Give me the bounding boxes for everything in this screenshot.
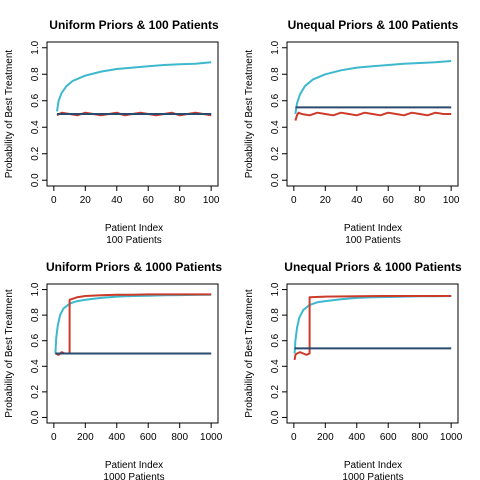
y-tick-label: 0.8	[30, 67, 41, 81]
y-tick-label: 0.4	[30, 120, 41, 134]
series-line-2	[55, 293, 212, 356]
chart-panel-1: Uniform Priors & 100 Patients 0 20 40 60 80 10…	[4, 18, 220, 246]
y-tick-label: 0.6	[270, 333, 281, 347]
y-tick-label: 1.0	[30, 40, 41, 54]
y-tick-label: 0.6	[30, 333, 41, 347]
y-axis-label: Probability of Best Treatment	[244, 289, 255, 418]
y-tick-label: 0.2	[270, 384, 281, 398]
series-line-1	[54, 293, 212, 354]
y-tick-label: 0.4	[30, 359, 41, 373]
y-tick-label: 1.0	[30, 282, 41, 296]
series-line-1	[293, 295, 452, 354]
x-tick-label: 80	[414, 195, 426, 206]
x-axis-sublabel: 100 Patients	[106, 235, 162, 246]
x-tick-label: 20	[80, 195, 92, 206]
y-tick-label: 0.0	[30, 410, 41, 424]
x-tick-label: 0	[51, 195, 57, 206]
plot-frame	[286, 41, 459, 187]
plot-frame	[286, 283, 459, 424]
x-tick-label: 400	[108, 432, 125, 443]
series-line-2	[293, 295, 452, 361]
x-tick-label: 100	[443, 195, 460, 206]
x-tick-label: 200	[77, 432, 94, 443]
x-tick-label: 0	[51, 432, 57, 443]
x-tick-label: 60	[383, 195, 395, 206]
x-tick-label: 40	[111, 195, 123, 206]
chart-panel-4: Unequal Priors & 1000 Patients 0 200 400 600…	[244, 260, 463, 480]
y-tick-label: 0.6	[270, 93, 281, 107]
y-tick-label: 0.0	[30, 173, 41, 187]
x-axis-label: Patient Index	[105, 223, 163, 234]
y-tick-label: 0.8	[30, 308, 41, 322]
x-tick-label: 1000	[440, 432, 463, 443]
x-tick-label: 20	[320, 195, 332, 206]
chart-title: Uniform Priors & 100 Patients	[49, 18, 219, 32]
x-tick-label: 800	[411, 432, 428, 443]
x-axis-sublabel: 1000 Patients	[342, 472, 403, 480]
x-tick-label: 200	[317, 432, 334, 443]
y-axis-label: Probability of Best Treatment	[4, 289, 15, 418]
x-tick-label: 80	[174, 195, 186, 206]
y-tick-label: 0.4	[270, 120, 281, 134]
chart-title: Unequal Priors & 1000 Patients	[284, 260, 462, 274]
x-tick-label: 100	[203, 195, 220, 206]
y-tick-label: 0.8	[270, 308, 281, 322]
x-axis-label: Patient Index	[344, 223, 402, 234]
y-axis-label: Probability of Best Treatment	[4, 50, 15, 179]
y-tick-label: 0.6	[30, 93, 41, 107]
x-tick-label: 600	[380, 432, 397, 443]
y-tick-label: 0.2	[30, 146, 41, 160]
x-tick-label: 0	[291, 195, 297, 206]
chart-panel-2: Unequal Priors & 100 Patients 0 20 40 60 80 10…	[244, 18, 460, 246]
x-tick-label: 60	[143, 195, 155, 206]
x-tick-label: 800	[171, 432, 188, 443]
x-tick-label: 40	[351, 195, 363, 206]
series-line-1	[56, 61, 212, 112]
x-tick-label: 400	[348, 432, 365, 443]
x-tick-label: 600	[140, 432, 157, 443]
chart-title: Uniform Priors & 1000 Patients	[46, 260, 222, 274]
y-tick-label: 0.2	[270, 146, 281, 160]
y-tick-label: 0.8	[270, 67, 281, 81]
y-tick-label: 0.0	[270, 173, 281, 187]
y-tick-label: 1.0	[270, 282, 281, 296]
y-tick-label: 0.2	[30, 384, 41, 398]
x-tick-label: 1000	[200, 432, 223, 443]
plot-frame	[46, 283, 219, 424]
series-line-1	[294, 60, 452, 115]
chart-panel-3: Uniform Priors & 1000 Patients 0 200 400 600…	[4, 260, 223, 480]
y-tick-label: 0.0	[270, 410, 281, 424]
chart-title: Unequal Priors & 100 Patients	[288, 18, 459, 32]
x-axis-sublabel: 1000 Patients	[103, 472, 164, 480]
x-axis-label: Patient Index	[344, 460, 402, 471]
y-tick-label: 0.4	[270, 359, 281, 373]
x-axis-label: Patient Index	[105, 460, 163, 471]
plot-frame	[46, 41, 219, 187]
y-tick-label: 1.0	[270, 40, 281, 54]
x-axis-sublabel: 100 Patients	[345, 235, 401, 246]
x-tick-label: 0	[291, 432, 297, 443]
y-axis-label: Probability of Best Treatment	[244, 50, 255, 179]
series-line-2	[294, 111, 452, 121]
